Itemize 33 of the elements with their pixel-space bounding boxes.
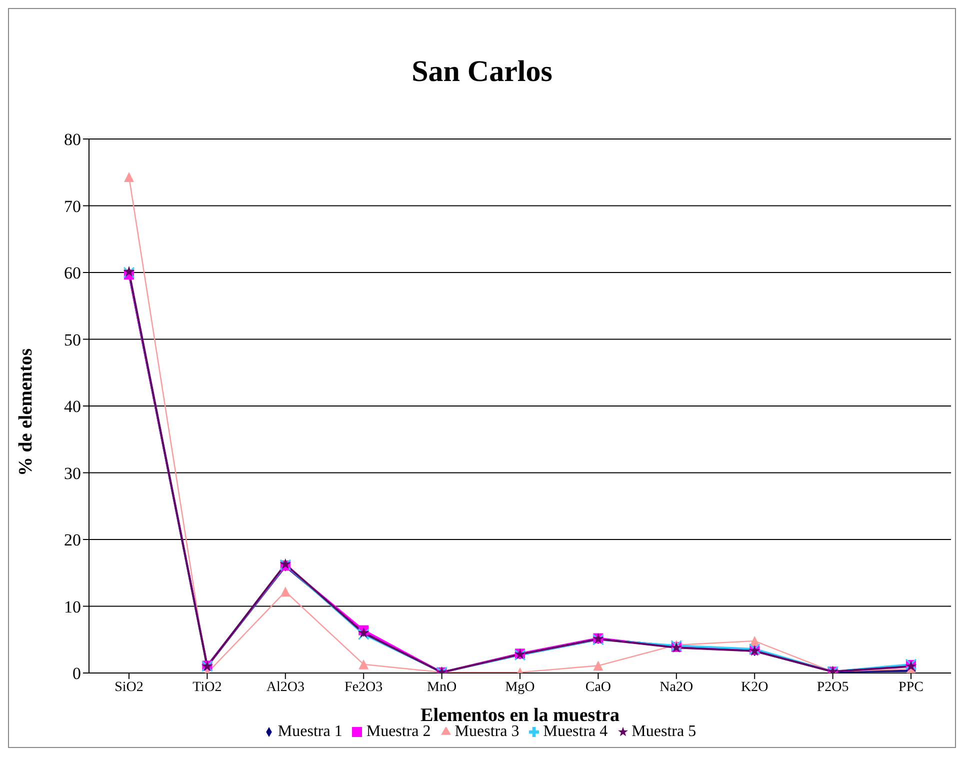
point (358, 628, 370, 640)
legend-label: Muestra 1 (278, 723, 342, 740)
x-tick-label: Fe2O3 (344, 680, 383, 695)
x-tick-label: K2O (740, 680, 768, 695)
y-tick-label: 60 (64, 264, 81, 283)
point (358, 659, 369, 670)
chart-title: San Carlos (410, 54, 554, 90)
x-axis-title: Elementos en la muestra (420, 705, 620, 726)
y-tick-label: 30 (64, 464, 81, 483)
x-tick-label: MgO (505, 680, 535, 695)
x-tick-label: TiO2 (192, 680, 222, 695)
y-tick-label: 10 (64, 597, 81, 616)
y-tick-label: 0 (72, 664, 81, 684)
point (124, 172, 134, 182)
legend-label: Muestra 4 (543, 723, 608, 740)
y-tick-label: 80 (64, 130, 81, 150)
y-tick-label: 40 (64, 397, 81, 416)
x-tick-label: P2O5 (816, 680, 849, 695)
legend-label: Muestra 5 (632, 723, 696, 740)
y-tick-label: 50 (64, 330, 81, 350)
y-axis-title: % de elementos (16, 348, 37, 476)
x-tick-label: Na2O (660, 680, 694, 695)
x-tick-label: MnO (427, 680, 457, 695)
point (280, 586, 290, 597)
x-tick-label: Al2O3 (266, 680, 304, 695)
x-tick-label: PPC (898, 680, 924, 695)
x-tick-label: CaO (585, 680, 612, 695)
x-tick-label: SiO2 (114, 680, 144, 695)
y-tick-label: 70 (64, 196, 81, 216)
legend-label: Muestra 2 (366, 723, 431, 740)
y-tick-label: 20 (64, 530, 81, 550)
point (593, 660, 604, 671)
legend-label: Muestra 3 (454, 723, 520, 740)
